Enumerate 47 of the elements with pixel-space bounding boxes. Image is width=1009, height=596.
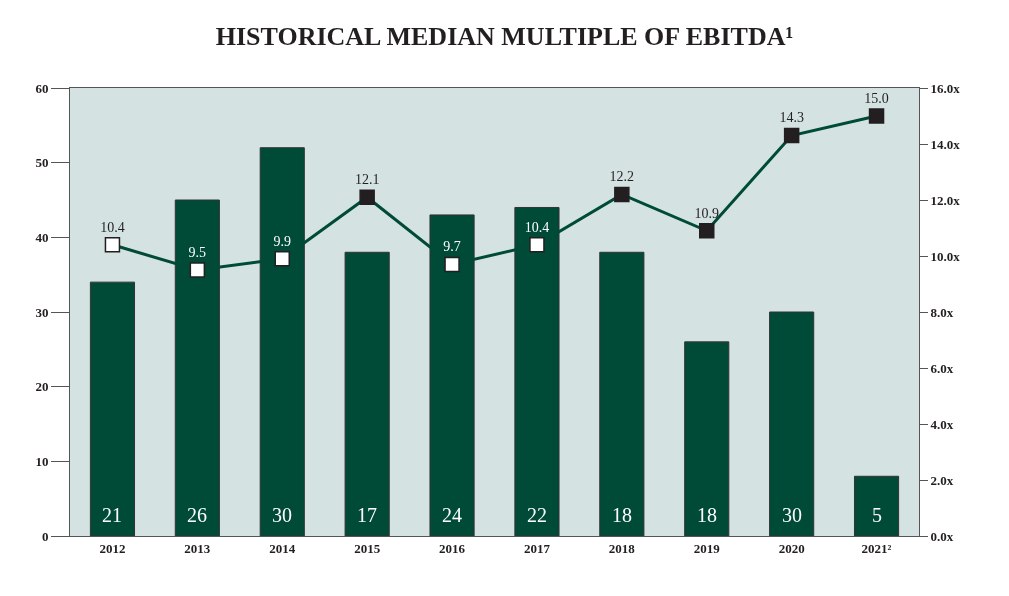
x-tick-label: 2014 — [269, 540, 296, 556]
y-tick-label: 20 — [35, 379, 49, 395]
annotation: 5 — [872, 504, 882, 526]
y-tick-label: 0 — [41, 528, 49, 544]
data-label: 9.7 — [443, 239, 461, 255]
y2-tick-label: 6.0x — [930, 360, 954, 376]
y-tick-label: 50 — [35, 155, 49, 171]
annotation: 26 — [187, 504, 207, 526]
data-label: 10.4 — [100, 219, 125, 235]
data-label: 9.9 — [273, 233, 291, 249]
y2-tick-label: 14.0x — [930, 136, 961, 152]
y-tick-label: 40 — [35, 229, 49, 245]
annotation: 18 — [612, 504, 632, 526]
y2-tick-label: 8.0x — [930, 304, 954, 320]
chart-title: HISTORICAL MEDIAN MULTIPLE OF EBITDA¹ — [215, 22, 794, 52]
annotation: 18 — [697, 504, 717, 526]
y2-tick-label: 16.0x — [930, 80, 961, 96]
annotation: 24 — [442, 504, 462, 526]
y-tick-label: 60 — [35, 80, 49, 96]
y2-tick-label: 0.0x — [930, 528, 954, 544]
x-tick-label: 2018 — [608, 540, 636, 556]
data-label: 10.9 — [694, 205, 719, 221]
y2-tick-label: 10.0x — [930, 248, 961, 264]
y-tick-label: 10 — [35, 453, 49, 469]
y2-tick-label: 12.0x — [930, 192, 961, 208]
annotation: 21 — [102, 504, 122, 526]
y-tick-label: 30 — [35, 304, 49, 320]
y2-tick-label: 2.0x — [930, 472, 954, 488]
x-tick-label: 2012 — [99, 540, 126, 556]
x-tick-label: 2020 — [778, 540, 805, 556]
x-tick-label: 2016 — [439, 540, 466, 556]
data-label: 12.2 — [609, 169, 635, 185]
annotation: 30 — [272, 504, 292, 526]
data-label: 12.1 — [354, 171, 380, 187]
x-tick-label: 2017 — [523, 540, 551, 556]
data-label: 15.0 — [864, 90, 889, 106]
y2-tick-label: 4.0x — [930, 416, 954, 432]
data-label: 10.4 — [524, 219, 550, 235]
annotation: 22 — [527, 504, 547, 526]
x-tick-label: 2015 — [354, 540, 381, 556]
x-tick-label: 2021² — [861, 540, 892, 556]
data-label: 9.5 — [188, 244, 207, 260]
x-tick-label: 2019 — [693, 540, 721, 556]
annotation: 17 — [357, 504, 377, 526]
annotation: 30 — [782, 504, 802, 526]
data-label: 14.3 — [779, 110, 804, 126]
x-tick-label: 2013 — [184, 540, 211, 556]
